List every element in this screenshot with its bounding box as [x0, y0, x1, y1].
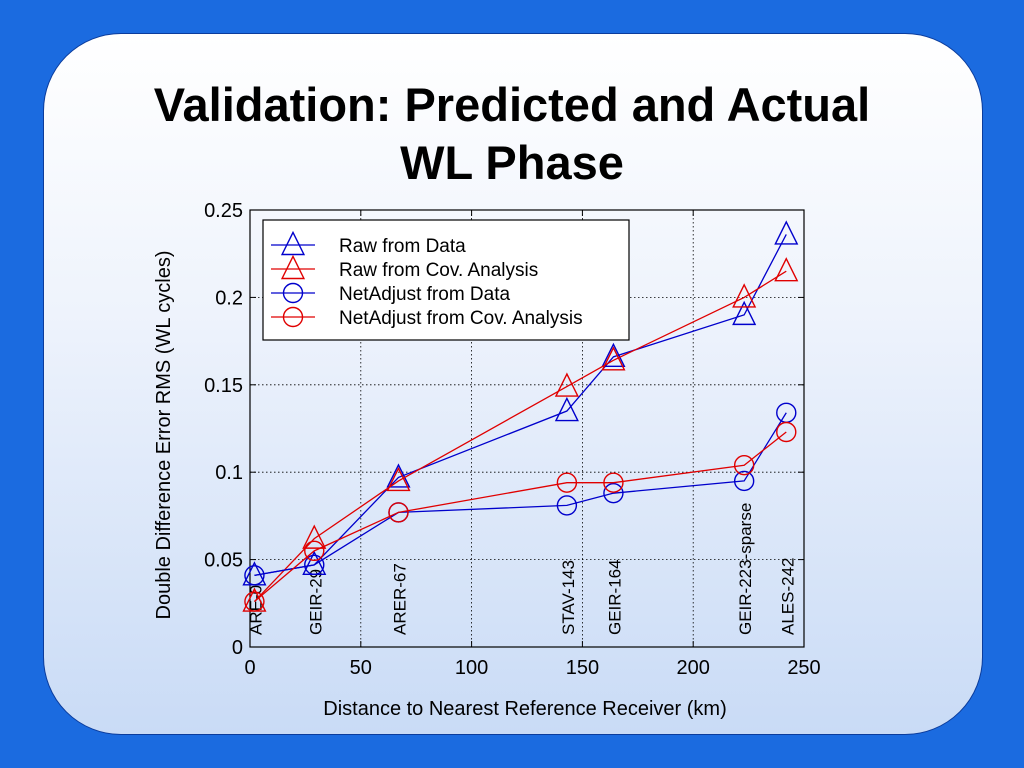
- series-line: [254, 431, 787, 603]
- chart-ticks: 0 50 100 150 200 250 0 0.05 0.1 0.15 0.2 0.25: [204, 200, 821, 679]
- y-tick-label: 0.25: [204, 200, 243, 222]
- triangle-marker: [774, 220, 799, 245]
- circle-marker: [282, 306, 304, 328]
- series-3: [244, 421, 797, 612]
- station-annotation: ARE-0: [246, 585, 265, 635]
- station-annotation: STAV-143: [559, 560, 578, 635]
- circle-marker: [776, 421, 797, 443]
- x-tick-label: 200: [677, 657, 710, 679]
- circle-marker: [244, 591, 265, 612]
- legend-box: [262, 219, 630, 341]
- legend-label: Raw from Data: [339, 236, 466, 257]
- legend-item: Raw from Data: [271, 230, 466, 257]
- plot-frame: [249, 209, 805, 648]
- triangle-marker: [554, 372, 579, 397]
- triangle-marker: [302, 524, 327, 549]
- x-tick-label: 150: [566, 657, 599, 679]
- legend-item: Raw from Cov. Analysis: [271, 254, 538, 281]
- y-tick-label: 0.15: [204, 375, 243, 397]
- x-tick-label: 100: [455, 657, 488, 679]
- series-line: [254, 412, 787, 576]
- chart-legend: Raw from Data Raw from Cov. Analysis NetAd…: [262, 219, 630, 341]
- legend-label: NetAdjust from Data: [339, 284, 510, 305]
- circle-marker: [556, 495, 578, 516]
- circle-marker: [304, 554, 325, 576]
- station-annotation: GEIR-164: [605, 559, 624, 635]
- y-tick-label: 0: [232, 637, 243, 659]
- y-tick-label: 0.1: [215, 462, 243, 484]
- x-tick-label: 0: [244, 657, 255, 679]
- y-tick-label: 0.05: [204, 550, 243, 572]
- station-annotation: GEIR-29: [306, 569, 325, 635]
- series-2: [244, 402, 797, 586]
- series-1: [242, 257, 799, 612]
- triangle-marker: [601, 346, 626, 371]
- circle-marker: [603, 472, 624, 493]
- circle-marker: [244, 565, 265, 586]
- circle-marker: [603, 482, 624, 504]
- station-annotation: ALES-242: [778, 558, 797, 636]
- station-annotation: ARER-67: [390, 563, 409, 635]
- y-axis-label: Double Difference Error RMS (WL cycles): [153, 251, 175, 620]
- slide-title-line-1: Validation: Predicted and Actual: [153, 78, 871, 131]
- triangle-marker: [386, 466, 411, 492]
- circle-marker: [556, 472, 578, 493]
- circle-marker: [388, 502, 409, 523]
- x-axis-label: Distance to Nearest Reference Receiver (…: [323, 698, 726, 720]
- triangle-marker: [732, 300, 757, 326]
- slide-title-line-2: WL Phase: [400, 136, 624, 189]
- triangle-marker: [280, 254, 306, 280]
- legend-label: Raw from Cov. Analysis: [339, 260, 538, 281]
- chart-annotations: ARE-0 GEIR-29 ARER-67 STAV-143 GEIR-164 GEIR-…: [246, 503, 797, 635]
- triangle-marker: [601, 342, 626, 368]
- station-annotation: GEIR-223-sparse: [736, 503, 755, 635]
- circle-marker: [282, 282, 304, 304]
- slide-card: [43, 33, 983, 735]
- triangle-marker: [554, 396, 579, 422]
- triangle-marker: [774, 257, 799, 282]
- x-tick-label: 250: [787, 657, 820, 679]
- triangle-marker: [280, 230, 306, 256]
- triangle-marker: [386, 463, 411, 488]
- legend-label: NetAdjust from Cov. Analysis: [339, 308, 583, 329]
- series-line: [253, 270, 787, 602]
- legend-item: NetAdjust from Cov. Analysis: [271, 306, 583, 329]
- chart-series: [242, 220, 799, 612]
- legend-item: NetAdjust from Data: [271, 282, 510, 305]
- x-tick-label: 50: [350, 657, 372, 679]
- y-tick-label: 0.2: [215, 287, 243, 309]
- circle-marker: [733, 470, 755, 492]
- triangle-marker: [732, 283, 757, 308]
- circle-marker: [733, 455, 755, 476]
- circle-marker: [304, 540, 325, 562]
